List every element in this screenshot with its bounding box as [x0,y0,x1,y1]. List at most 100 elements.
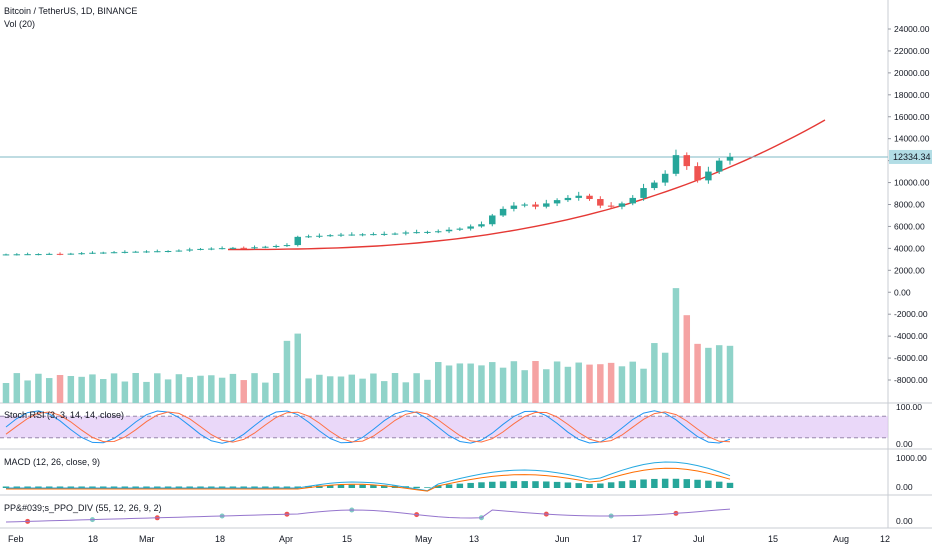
macd-histogram-bar [208,486,215,488]
macd-histogram-bar [532,481,539,488]
volume-bar [629,361,636,403]
time-axis-label: Feb [8,534,24,544]
volume-bar [499,367,507,403]
volume-legend: Vol (20) [4,19,35,29]
macd-histogram-bar [240,486,247,488]
candle-body [218,248,226,250]
candle-body [478,224,485,227]
volume-bar [445,365,453,403]
macd-histogram-bar [132,486,139,488]
candle-body [272,245,280,247]
price-tick-label: 16000.00 [894,112,930,122]
stoch-legend: Stoch RSI (3, 3, 14, 14, close) [4,410,124,420]
price-tick-label: -2000.00 [894,309,928,319]
macd-histogram-bar [683,479,691,488]
candle-body [413,232,420,234]
ppo-tick-label: 0.00 [896,516,913,526]
time-axis-label: May [415,534,433,544]
candle-body [607,205,615,207]
price-tick-label: 10000.00 [894,178,930,188]
macd-histogram-bar [175,486,183,488]
macd-histogram-bar [121,486,129,488]
macd-histogram-bar [24,486,31,488]
macd-histogram-bar [197,486,204,488]
macd-histogram-bar [45,486,53,488]
candle-body [715,160,723,172]
stoch-tick-label: 100.00 [896,402,922,412]
main-legend: Bitcoin / TetherUS, 1D, BINANCE [4,6,137,16]
macd-histogram-bar [186,486,193,488]
macd-histogram-bar [629,480,636,488]
candle-body [78,253,85,255]
macd-histogram-bar [348,484,356,488]
candle-body [240,247,247,249]
macd-histogram-bar [618,481,626,488]
candle-body [726,156,734,161]
volume-bar [110,373,118,403]
macd-histogram-bar [164,486,172,488]
candle-body [672,155,680,174]
candle-body [445,229,453,232]
candle-body [380,233,388,235]
candle-body [543,203,550,207]
candle-body [326,235,334,237]
stoch-tick-label: 0.00 [896,439,913,449]
macd-histogram-bar [262,486,269,488]
candle-body [424,231,431,233]
volume-bar [132,373,139,403]
last-price-label: 12334.34 [893,152,931,162]
price-tick-label: 18000.00 [894,90,930,100]
macd-histogram-bar [326,485,334,488]
price-tick-label: 8000.00 [894,200,925,210]
candle-body [283,245,291,247]
time-axis-label: Aug [833,534,849,544]
candle-body [132,251,139,253]
candle-body [510,205,518,209]
candle-body [262,246,269,248]
volume-bar [694,343,701,403]
volume-bar [380,381,388,403]
macd-histogram-bar [607,482,615,488]
macd-tick-label: 1000.00 [896,453,927,463]
candle-body [100,252,107,254]
time-axis-label: Jun [555,534,570,544]
volume-bar [705,347,712,403]
candle-body [597,199,604,206]
volume-bar [359,378,366,403]
macd-histogram-bar [478,482,485,488]
candle-body [56,253,64,255]
candle-body [370,234,377,236]
time-axis-label: 15 [768,534,778,544]
candle-body [110,252,118,254]
macd-histogram-bar [456,483,464,488]
candle-body [294,236,302,246]
volume-bar [89,374,96,403]
candle-body [35,254,42,256]
volume-bar [240,380,247,403]
main-legend-text: Bitcoin / TetherUS, 1D, BINANCE [4,6,138,16]
volume-bar [564,366,572,403]
stoch-k-line [5,410,731,444]
candle-body [629,197,636,204]
ppo-legend-text: PP&#039;s_PPO_DIV (55, 12, 26, 9, 2) [4,503,162,513]
macd-histogram-bar [564,482,572,488]
candle-body [521,204,528,206]
price-tick-label: 22000.00 [894,46,930,56]
volume-bar [78,376,85,403]
macd-histogram-bar [672,478,680,488]
macd-histogram-bar [89,486,96,488]
candle-body [575,195,582,198]
ppo-legend: PP&#039;s_PPO_DIV (55, 12, 26, 9, 2) [4,503,162,513]
price-tick-label: 24000.00 [894,24,930,34]
macd-histogram-bar [370,484,377,488]
macd-histogram-bar [553,481,561,488]
volume-bar [575,362,582,403]
volume-bar [413,373,420,403]
volume-bar [24,380,31,403]
macd-legend-text: MACD (12, 26, close, 9) [4,457,101,467]
volume-bar [45,378,53,403]
macd-histogram-bar [67,486,75,488]
volume-bar [208,375,215,403]
